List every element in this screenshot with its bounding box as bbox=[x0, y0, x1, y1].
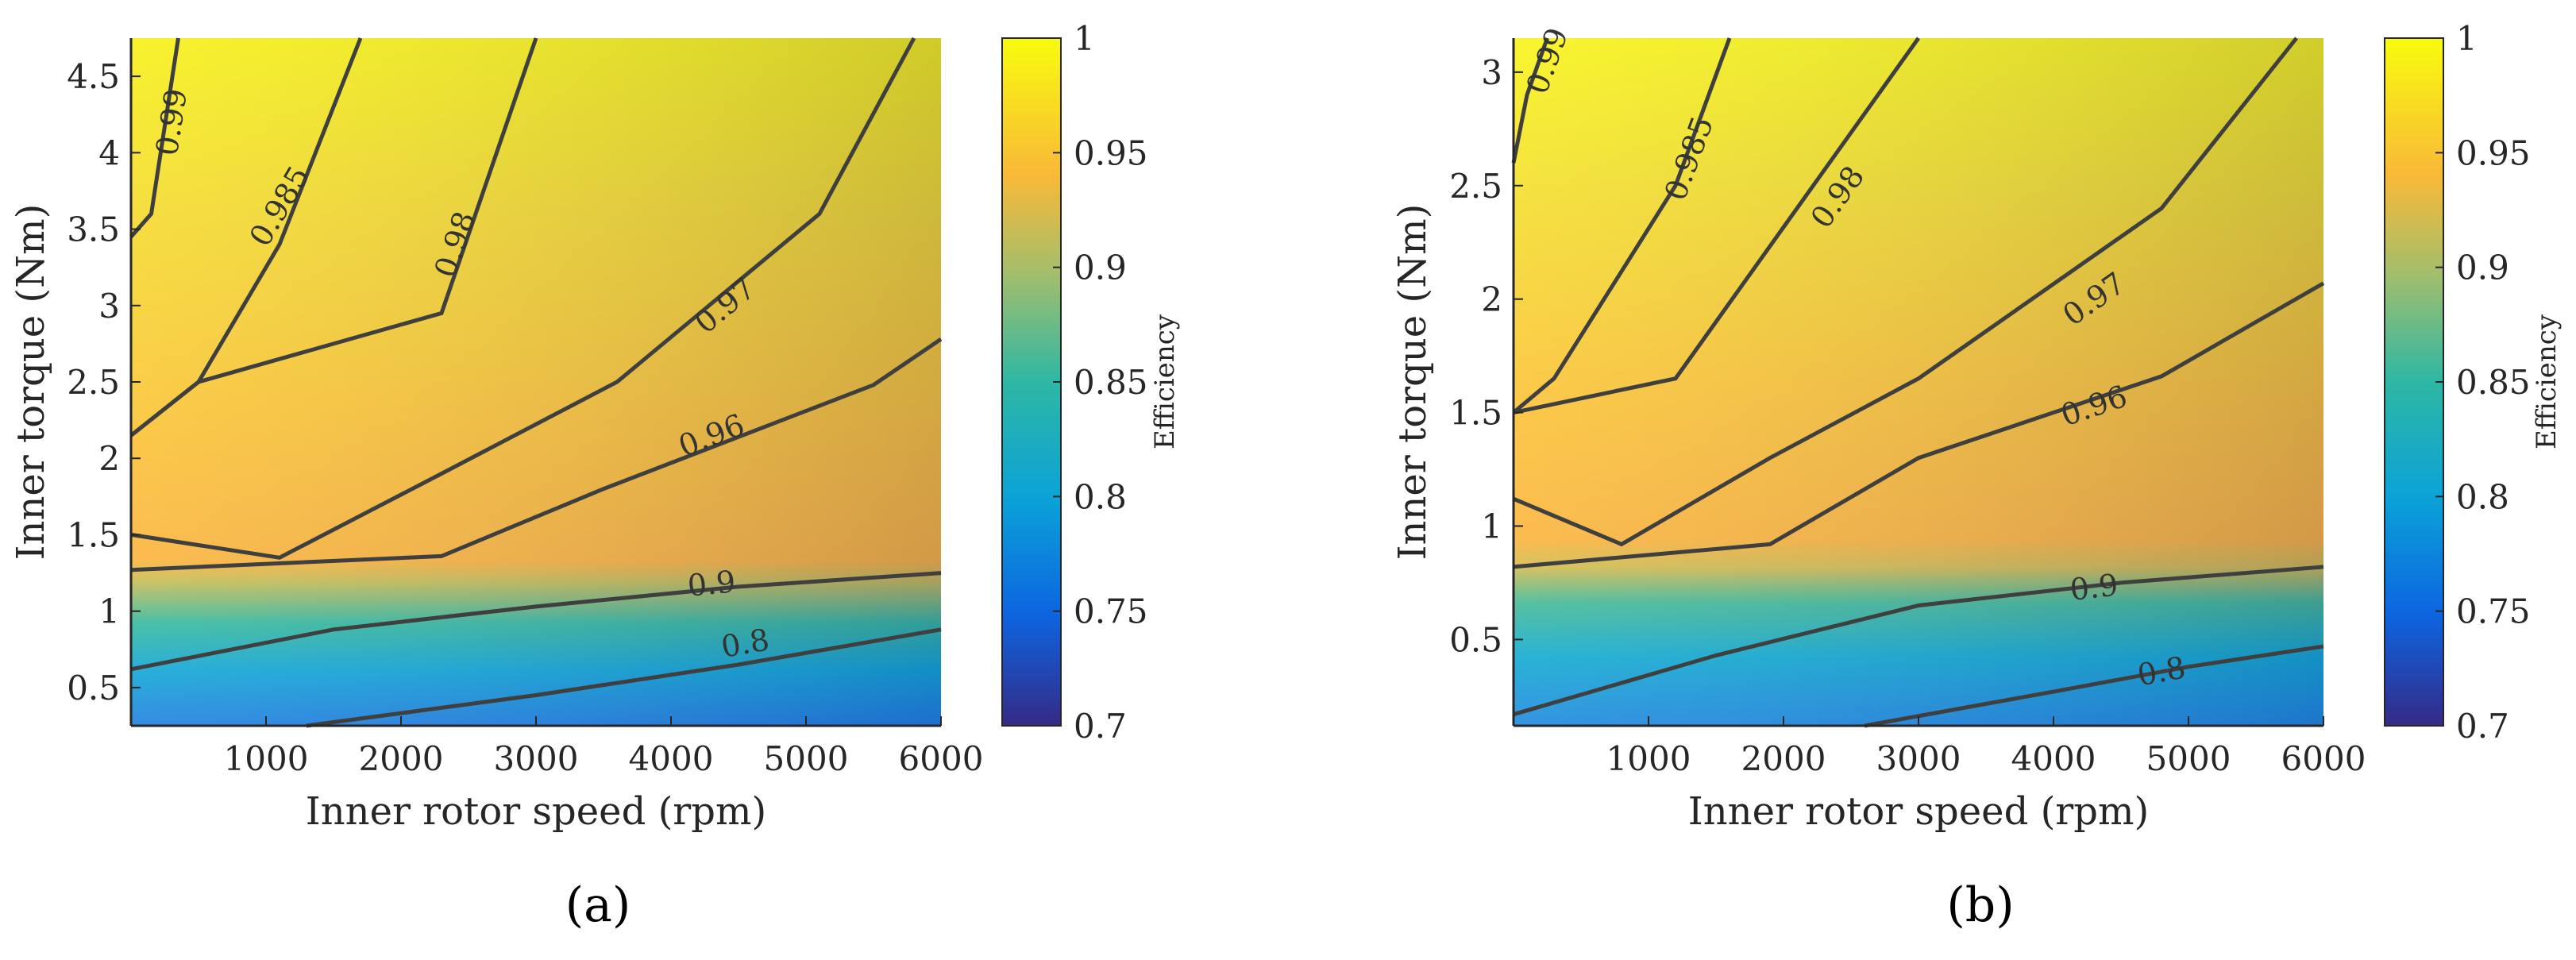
x-axis-label-a: Inner rotor speed (rpm) bbox=[306, 789, 766, 834]
y-tick-label-a-4: 2.5 bbox=[67, 363, 120, 402]
panel-label-b: (b) bbox=[1946, 877, 2014, 933]
colorbar-tick-label-a-0: 0.7 bbox=[1074, 707, 1127, 746]
y-tick-label-a-1: 1 bbox=[98, 592, 120, 631]
contour-line-b-2 bbox=[1513, 281, 2325, 569]
y-tick-label-a-7: 4 bbox=[98, 133, 120, 172]
x-tick-label-b-5: 6000 bbox=[2281, 739, 2366, 778]
colorbar-tick-label-a-3: 0.85 bbox=[1074, 363, 1148, 402]
colorbar-tick-label-b-0: 0.7 bbox=[2456, 707, 2509, 746]
contour-label-a-0: 0.8 bbox=[719, 622, 772, 665]
y-tick-label-a-3: 2 bbox=[98, 439, 120, 478]
colorbar-tick-label-b-3: 0.85 bbox=[2456, 363, 2531, 402]
colorbar-tick-label-a-6: 1 bbox=[1074, 19, 1095, 58]
x-tick-label-b-0: 1000 bbox=[1606, 739, 1691, 778]
x-tick-label-a-5: 6000 bbox=[899, 739, 984, 778]
y-tick-label-a-5: 3 bbox=[98, 287, 120, 326]
heatmap-a-shade bbox=[131, 38, 941, 726]
colorbar-tick-label-a-5: 0.95 bbox=[1074, 133, 1148, 172]
y-tick-label-b-0: 0.5 bbox=[1449, 620, 1502, 659]
x-tick-label-b-4: 5000 bbox=[2146, 739, 2231, 778]
contour-line-b-4 bbox=[1513, 37, 1921, 415]
x-tick-label-a-2: 3000 bbox=[494, 739, 579, 778]
contour-line-b-3 bbox=[1513, 37, 2298, 547]
y-tick-label-b-5: 3 bbox=[1481, 53, 1502, 92]
y-tick-label-b-3: 2 bbox=[1481, 280, 1502, 319]
y-axis-label-a: Inner torque (Nm) bbox=[9, 204, 53, 561]
colorbar-tick-label-a-4: 0.9 bbox=[1074, 249, 1127, 287]
x-tick-label-a-1: 2000 bbox=[359, 739, 444, 778]
contour-label-a-1: 0.9 bbox=[686, 564, 737, 603]
contour-line-a-0 bbox=[306, 627, 942, 728]
contour-line-a-3 bbox=[130, 37, 916, 560]
colorbar-tick-label-b-1: 0.75 bbox=[2456, 592, 2531, 631]
contour-label-b-0: 0.8 bbox=[2134, 650, 2188, 692]
heatmap-b-shade bbox=[1514, 38, 2323, 726]
contour-line-a-2 bbox=[130, 337, 943, 573]
contour-label-b-1: 0.9 bbox=[2069, 567, 2120, 607]
y-tick-label-a-8: 4.5 bbox=[67, 57, 120, 96]
contour-line-b-1 bbox=[1513, 565, 2324, 717]
colorbar-tick-label-b-4: 0.9 bbox=[2456, 249, 2509, 287]
y-axis-label-b: Inner torque (Nm) bbox=[1390, 204, 1435, 561]
y-tick-label-b-4: 2.5 bbox=[1449, 167, 1502, 206]
y-tick-label-a-0: 0.5 bbox=[67, 669, 120, 707]
x-tick-label-a-0: 1000 bbox=[224, 739, 309, 778]
contour-line-b-0 bbox=[1864, 644, 2324, 728]
x-tick-label-b-1: 2000 bbox=[1741, 739, 1826, 778]
colorbar-label-b: Efficiency bbox=[2531, 314, 2563, 449]
colorbar-label-a: Efficiency bbox=[1149, 314, 1181, 449]
y-tick-label-a-6: 3.5 bbox=[67, 210, 120, 249]
colorbar-tick-label-b-2: 0.8 bbox=[2456, 477, 2509, 516]
contour-line-a-5 bbox=[129, 37, 363, 438]
contour-line-a-1 bbox=[130, 571, 942, 672]
y-tick-label-a-2: 1.5 bbox=[67, 515, 120, 554]
colorbar-tick-label-b-5: 0.95 bbox=[2456, 133, 2531, 172]
x-axis-label-b: Inner rotor speed (rpm) bbox=[1688, 789, 2149, 834]
x-tick-label-a-4: 5000 bbox=[764, 739, 849, 778]
contour-line-b-6 bbox=[1511, 37, 1549, 164]
colorbar-b bbox=[2384, 37, 2444, 727]
colorbar-tick-label-b-6: 1 bbox=[2456, 19, 2478, 58]
colorbar-tick-label-a-1: 0.75 bbox=[1074, 592, 1148, 631]
y-tick-label-b-2: 1.5 bbox=[1449, 394, 1502, 433]
panel-label-a: (a) bbox=[565, 877, 631, 933]
colorbar-a bbox=[1001, 37, 1062, 727]
contour-line-b-5 bbox=[1512, 37, 1732, 414]
x-tick-label-a-3: 4000 bbox=[629, 739, 714, 778]
x-tick-label-b-3: 4000 bbox=[2011, 739, 2096, 778]
y-tick-label-b-1: 1 bbox=[1481, 507, 1502, 546]
colorbar-tick-label-a-2: 0.8 bbox=[1074, 477, 1127, 516]
x-tick-label-b-2: 3000 bbox=[1876, 739, 1961, 778]
